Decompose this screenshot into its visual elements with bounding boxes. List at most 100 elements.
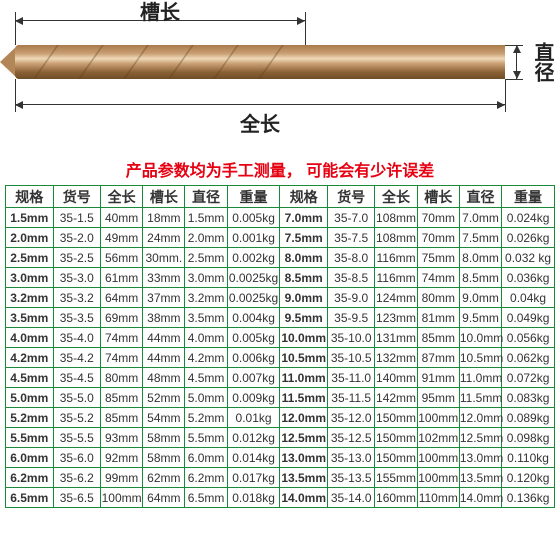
table-cell: 0.072kg <box>502 368 555 388</box>
table-cell: 2.5mm <box>6 248 54 268</box>
table-cell: 11.0mm <box>459 368 501 388</box>
table-cell: 0.026kg <box>502 228 555 248</box>
table-cell: 100mm <box>417 408 459 428</box>
table-cell: 35-11.5 <box>327 388 375 408</box>
col-header: 重量 <box>227 186 280 208</box>
table-cell: 99mm <box>101 468 143 488</box>
table-cell: 3.5mm <box>6 308 54 328</box>
table-cell: 4.0mm <box>185 328 227 348</box>
ext-line <box>505 79 506 112</box>
table-row: 6.5mm35-6.5100mm64mm6.5mm0.018kg14.0mm35… <box>6 488 555 508</box>
table-cell: 58mm <box>143 448 185 468</box>
table-cell: 13.0mm <box>280 448 328 468</box>
table-cell: 35-10.0 <box>327 328 375 348</box>
table-cell: 2.5mm <box>185 248 227 268</box>
table-cell: 150mm <box>375 408 417 428</box>
table-cell: 8.5mm <box>459 268 501 288</box>
table-cell: 7.0mm <box>280 208 328 228</box>
table-cell: 37mm <box>143 288 185 308</box>
table-row: 4.0mm35-4.074mm44mm4.0mm0.005kg10.0mm35-… <box>6 328 555 348</box>
table-cell: 0.007kg <box>227 368 280 388</box>
table-cell: 3.0mm <box>6 268 54 288</box>
table-cell: 87mm <box>417 348 459 368</box>
table-cell: 2.0mm <box>185 228 227 248</box>
table-cell: 74mm <box>417 268 459 288</box>
table-cell: 93mm <box>101 428 143 448</box>
table-row: 3.0mm35-3.061mm33mm3.0mm0.0025kg8.5mm35-… <box>6 268 555 288</box>
table-cell: 5.5mm <box>185 428 227 448</box>
table-cell: 10.0mm <box>280 328 328 348</box>
table-cell: 0.002kg <box>227 248 280 268</box>
table-cell: 0.014kg <box>227 448 280 468</box>
table-cell: 12.0mm <box>280 408 328 428</box>
table-cell: 35-5.0 <box>53 388 101 408</box>
table-cell: 6.5mm <box>6 488 54 508</box>
table-cell: 0.006kg <box>227 348 280 368</box>
table-cell: 1.5mm <box>6 208 54 228</box>
ext-line <box>305 12 306 45</box>
table-row: 5.2mm35-5.285mm54mm5.2mm0.01kg12.0mm35-1… <box>6 408 555 428</box>
table-cell: 95mm <box>417 388 459 408</box>
table-cell: 35-12.5 <box>327 428 375 448</box>
table-cell: 108mm <box>375 208 417 228</box>
table-cell: 0.005kg <box>227 208 280 228</box>
table-cell: 52mm <box>143 388 185 408</box>
table-cell: 75mm <box>417 248 459 268</box>
col-header: 全长 <box>375 186 417 208</box>
table-cell: 85mm <box>101 388 143 408</box>
table-cell: 64mm <box>143 488 185 508</box>
table-row: 2.0mm35-2.049mm24mm2.0mm0.001kg7.5mm35-7… <box>6 228 555 248</box>
table-cell: 13.5mm <box>459 468 501 488</box>
table-cell: 35-8.0 <box>327 248 375 268</box>
table-cell: 30mm. <box>143 248 185 268</box>
table-cell: 2.0mm <box>6 228 54 248</box>
table-cell: 35-10.5 <box>327 348 375 368</box>
table-cell: 35-7.0 <box>327 208 375 228</box>
table-cell: 3.0mm <box>185 268 227 288</box>
table-cell: 35-3.2 <box>53 288 101 308</box>
table-row: 5.5mm35-5.593mm58mm5.5mm0.012kg12.5mm35-… <box>6 428 555 448</box>
table-cell: 91mm <box>417 368 459 388</box>
table-cell: 35-3.0 <box>53 268 101 288</box>
col-header: 重量 <box>502 186 555 208</box>
table-cell: 116mm <box>375 268 417 288</box>
table-cell: 35-4.0 <box>53 328 101 348</box>
arrow-left-icon <box>15 101 23 109</box>
table-cell: 92mm <box>101 448 143 468</box>
table-cell: 6.2mm <box>6 468 54 488</box>
spec-table: 规格货号全长槽长直径重量规格货号全长槽长直径重量 1.5mm35-1.540mm… <box>5 185 555 508</box>
table-cell: 35-6.2 <box>53 468 101 488</box>
table-cell: 5.2mm <box>185 408 227 428</box>
table-cell: 124mm <box>375 288 417 308</box>
table-cell: 54mm <box>143 408 185 428</box>
table-cell: 6.0mm <box>185 448 227 468</box>
table-cell: 14.0mm <box>459 488 501 508</box>
table-cell: 0.110kg <box>502 448 555 468</box>
table-cell: 11.5mm <box>459 388 501 408</box>
measurement-note: 产品参数均为手工测量， 可能会有少许误差 <box>0 157 560 181</box>
table-cell: 10.0mm <box>459 328 501 348</box>
table-cell: 150mm <box>375 448 417 468</box>
col-header: 全长 <box>101 186 143 208</box>
table-cell: 14.0mm <box>280 488 328 508</box>
table-cell: 3.5mm <box>185 308 227 328</box>
table-cell: 85mm <box>417 328 459 348</box>
table-cell: 9.5mm <box>280 308 328 328</box>
table-row: 2.5mm35-2.556mm30mm.2.5mm0.002kg8.0mm35-… <box>6 248 555 268</box>
table-cell: 132mm <box>375 348 417 368</box>
table-cell: 8.0mm <box>459 248 501 268</box>
table-cell: 4.5mm <box>6 368 54 388</box>
table-cell: 80mm <box>417 288 459 308</box>
table-cell: 5.2mm <box>6 408 54 428</box>
table-cell: 35-9.0 <box>327 288 375 308</box>
table-cell: 3.2mm <box>6 288 54 308</box>
col-header: 货号 <box>327 186 375 208</box>
col-header: 货号 <box>53 186 101 208</box>
table-cell: 6.2mm <box>185 468 227 488</box>
arrow-right-icon <box>297 17 305 25</box>
table-row: 6.0mm35-6.092mm58mm6.0mm0.014kg13.0mm35-… <box>6 448 555 468</box>
col-header: 直径 <box>185 186 227 208</box>
col-header: 直径 <box>459 186 501 208</box>
table-cell: 9.0mm <box>459 288 501 308</box>
table-cell: 3.2mm <box>185 288 227 308</box>
